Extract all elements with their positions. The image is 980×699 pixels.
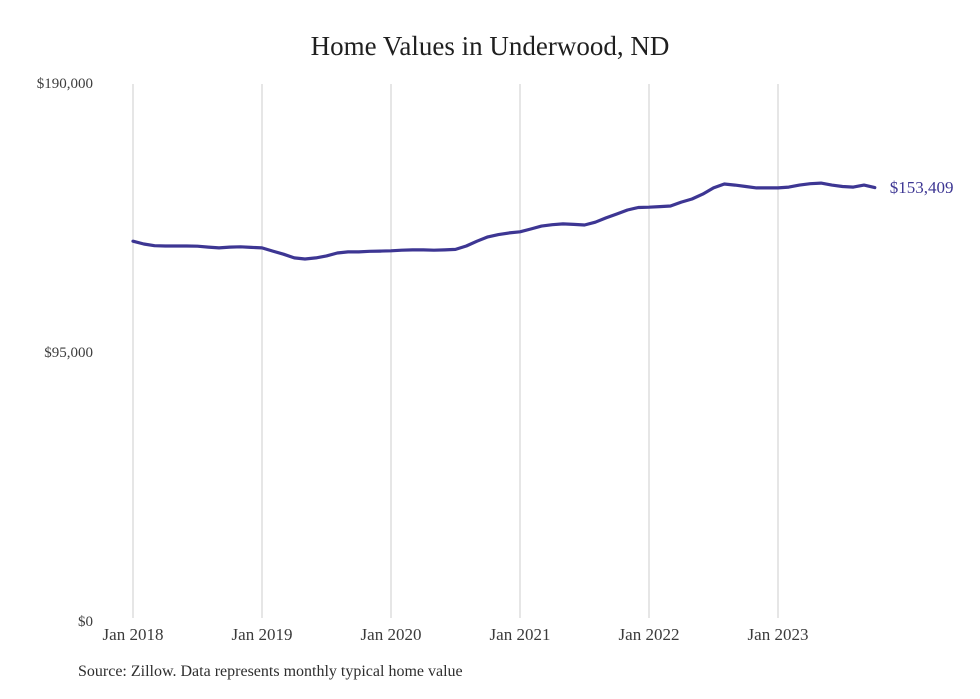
x-tick-label: Jan 2023 bbox=[747, 625, 809, 644]
home-value-line bbox=[131, 181, 877, 261]
last-value-label: $153,409 bbox=[889, 177, 954, 197]
x-tick-label: Jan 2018 bbox=[102, 625, 164, 644]
x-tick-label: Jan 2021 bbox=[489, 625, 551, 644]
y-tick-label: $95,000 bbox=[44, 345, 93, 361]
x-tick-label: Jan 2020 bbox=[360, 625, 422, 644]
x-tick-label: Jan 2019 bbox=[231, 625, 293, 644]
x-tick-label: Jan 2022 bbox=[618, 625, 680, 644]
y-tick-label: $0 bbox=[78, 614, 93, 630]
y-tick-label: $190,000 bbox=[36, 76, 93, 92]
chart-title: Home Values in Underwood, ND bbox=[310, 31, 670, 61]
source-note: Source: Zillow. Data represents monthly … bbox=[78, 663, 463, 680]
